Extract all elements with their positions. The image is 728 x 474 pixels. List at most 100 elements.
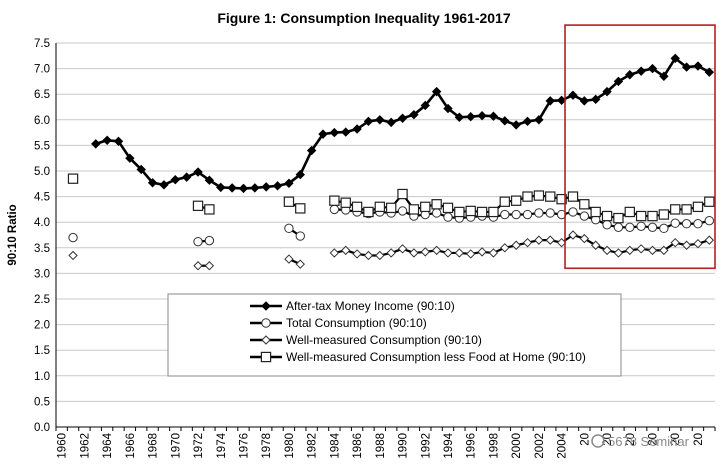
data-point-0: [375, 115, 385, 125]
data-point-3: [385, 202, 397, 214]
x-tick-label: 2000: [511, 433, 523, 459]
data-point-1: [295, 231, 305, 241]
data-point-3: [465, 205, 476, 217]
data-point-1: [431, 208, 442, 218]
x-tick-label: 1984: [329, 432, 341, 458]
data-point-2: [704, 235, 715, 245]
x-tick-label: 1966: [125, 433, 137, 459]
data-point-2: [193, 261, 203, 271]
x-tick-label: 20: [625, 433, 637, 446]
data-point-2: [420, 247, 430, 257]
data-point-2: [659, 245, 669, 256]
x-tick-label: 1982: [307, 433, 319, 459]
data-point-0: [329, 127, 340, 138]
data-point-0: [443, 103, 453, 114]
series-line-3: [334, 192, 710, 220]
data-point-3: [192, 200, 204, 212]
x-tick-label: 1980: [284, 433, 296, 459]
data-point-2: [352, 249, 362, 259]
data-point-0: [159, 180, 169, 190]
y-tick-label: 5.5: [34, 140, 50, 152]
data-point-2: [681, 240, 692, 250]
highlight-box: [564, 24, 716, 270]
data-point-3: [545, 191, 556, 202]
x-tick-label: 1964: [102, 432, 114, 458]
data-point-0: [386, 117, 396, 128]
x-tick-labels: 1960 1962 1964 1966 1968 1970 1972 1974 1976 1978…: [57, 432, 705, 458]
data-point-3: [340, 197, 351, 208]
data-point-2: [375, 250, 385, 261]
data-point-0: [363, 116, 374, 127]
x-tick-label: 1998: [488, 433, 500, 459]
data-point-3: [647, 210, 658, 222]
data-point-2: [613, 248, 624, 258]
watermark-logo-icon: [591, 434, 605, 448]
data-point-2: [329, 248, 340, 258]
x-tick-label: 20: [693, 433, 705, 446]
data-point-1: [397, 206, 408, 216]
x-tick-label: 1970: [170, 433, 182, 459]
x-tick-label: 20: [579, 433, 591, 446]
x-tick-label: 1968: [148, 433, 160, 459]
data-point-2: [409, 248, 419, 258]
data-point-3: [351, 201, 363, 213]
y-tick-label: 0.5: [34, 396, 50, 408]
series-lines: [95, 57, 710, 267]
x-tick-label: 1990: [398, 433, 410, 459]
data-point-3: [67, 173, 79, 184]
data-point-2: [579, 233, 590, 244]
data-point-0: [511, 120, 521, 130]
data-point-0: [647, 63, 658, 74]
x-tick-label: 1962: [79, 433, 91, 459]
data-point-3: [329, 195, 340, 206]
data-point-3: [408, 204, 420, 215]
y-tick-label: 6.0: [34, 115, 50, 127]
legend-marker-0: [261, 301, 271, 311]
y-tick-label: 3.5: [34, 243, 50, 255]
data-point-0: [397, 113, 408, 123]
data-point-2: [397, 244, 408, 254]
data-point-2: [363, 250, 374, 261]
x-tick-label: 20: [670, 433, 682, 446]
data-point-3: [692, 201, 704, 213]
x-tick-label: 1992: [420, 433, 432, 459]
data-point-3: [601, 210, 613, 222]
data-point-0: [579, 96, 590, 106]
series-line-2: [334, 233, 710, 257]
x-tick-label: 1976: [238, 433, 250, 459]
data-point-2: [511, 240, 521, 250]
data-point-3: [397, 188, 408, 200]
data-point-1: [636, 221, 646, 231]
data-point-3: [579, 199, 590, 210]
data-point-2: [68, 250, 78, 261]
data-point-0: [420, 100, 430, 111]
legend-marker-3: [260, 351, 272, 363]
data-point-2: [636, 244, 646, 254]
x-tick-label: 1986: [352, 433, 364, 459]
data-point-3: [442, 202, 454, 214]
data-point-3: [363, 206, 374, 218]
data-point-0: [102, 135, 112, 145]
y-tick-label: 3.0: [34, 268, 50, 280]
x-tick-label: 20: [648, 433, 660, 446]
data-point-3: [283, 196, 295, 207]
data-point-0: [500, 116, 510, 126]
data-point-2: [625, 245, 635, 256]
data-point-0: [261, 182, 271, 192]
x-tick-label: 2004: [557, 432, 569, 458]
data-point-0: [534, 115, 544, 125]
x-tick-label: 1978: [261, 433, 273, 459]
data-point-0: [125, 153, 135, 163]
data-point-2: [386, 248, 396, 258]
data-point-1: [602, 220, 612, 230]
data-point-1: [284, 223, 294, 234]
data-point-0: [181, 172, 192, 182]
data-point-1: [193, 236, 203, 247]
x-tick-label: 2002: [534, 433, 546, 459]
data-point-3: [704, 196, 715, 207]
data-point-0: [204, 175, 215, 185]
data-point-2: [500, 243, 510, 253]
data-point-2: [647, 245, 658, 256]
data-point-2: [477, 247, 487, 257]
data-point-1: [613, 222, 624, 233]
